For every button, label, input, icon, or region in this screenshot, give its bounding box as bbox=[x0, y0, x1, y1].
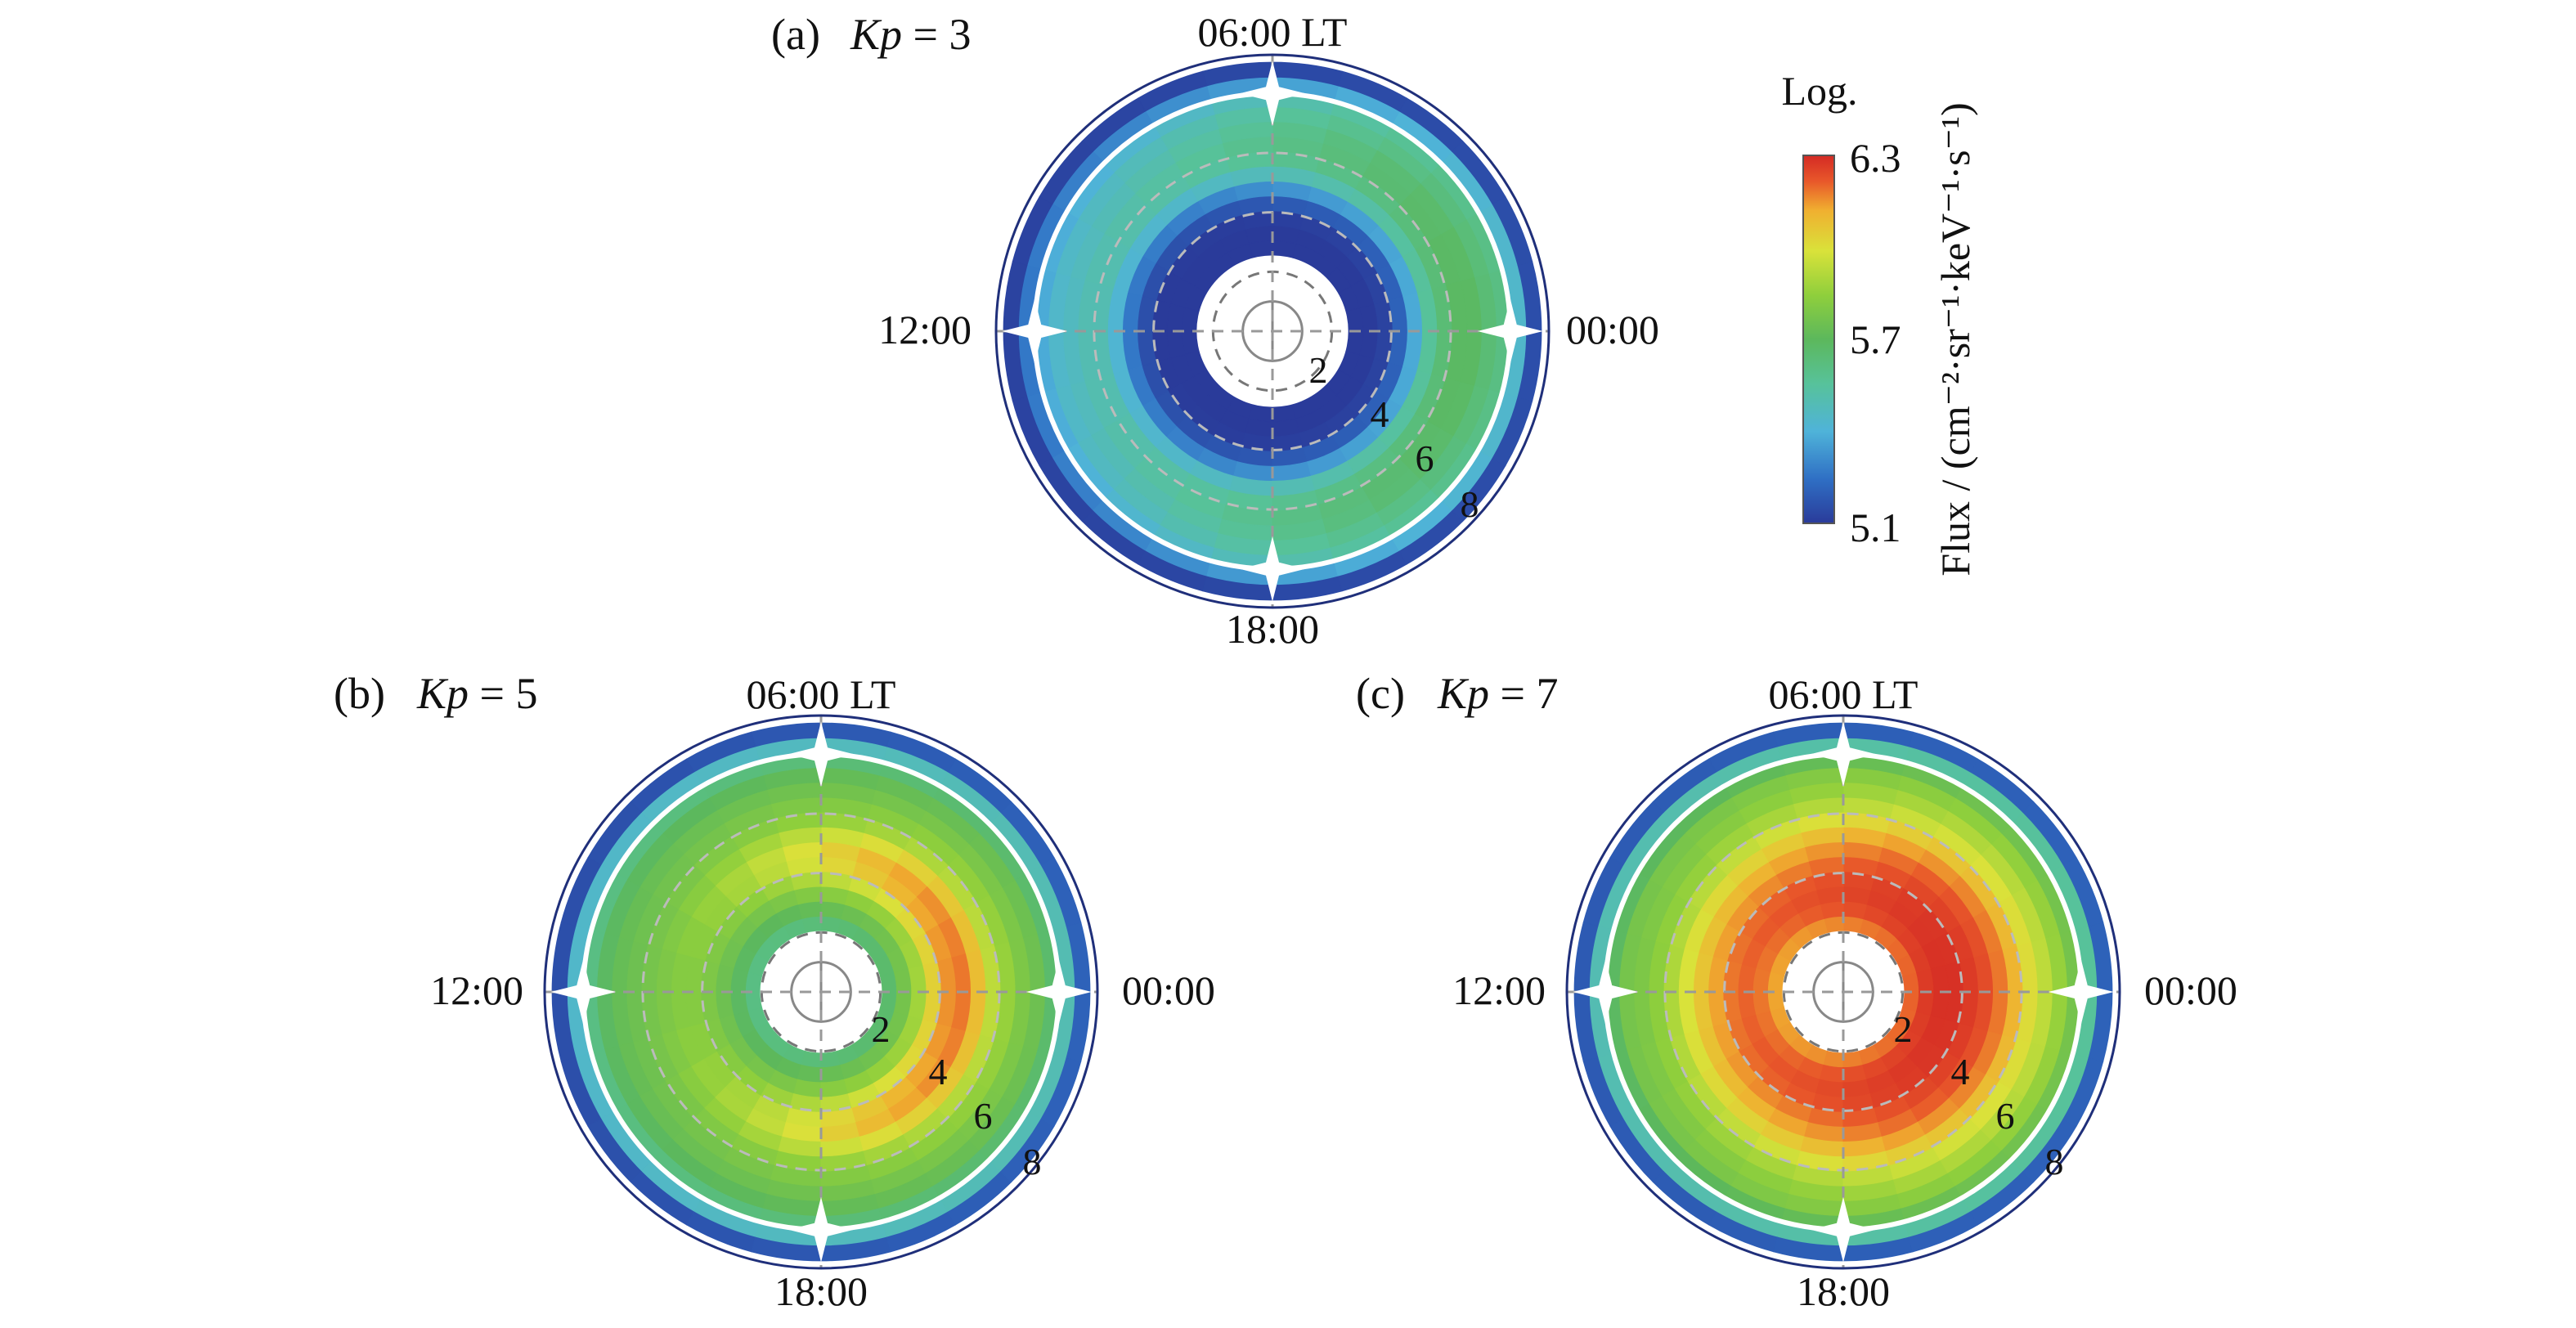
panel-b: (b) Kp = 5 06:00 LT 12:00 00:00 18:00 2 … bbox=[334, 669, 1215, 1314]
panel-a-lt-top: 06:00 LT bbox=[1198, 9, 1348, 55]
lt-star-marker bbox=[1573, 959, 1639, 1025]
panel-a-letter: (a) bbox=[771, 10, 820, 59]
panel-a-lt-bottom: 18:00 bbox=[1226, 606, 1319, 652]
lt-star-marker bbox=[1240, 536, 1305, 602]
colorbar-tick-mid: 5.7 bbox=[1850, 316, 1901, 362]
outer-edge bbox=[994, 53, 1551, 609]
panel-b-letter: (b) bbox=[334, 669, 385, 718]
panel-c-l-label-4: 4 bbox=[1951, 1051, 1970, 1092]
panel-a-l-label-8: 8 bbox=[1461, 483, 1479, 525]
panel-c-kp-value: = 7 bbox=[1489, 669, 1558, 718]
colorbar-tick-max: 6.3 bbox=[1850, 135, 1901, 181]
panel-b-lt-left: 12:00 bbox=[430, 967, 523, 1013]
panel-a-lt-right: 00:00 bbox=[1566, 307, 1659, 352]
panel-a-kp: Kp = 3 bbox=[850, 10, 972, 59]
panel-b-lt-top: 06:00 LT bbox=[747, 671, 896, 717]
panel-c-l-label-8: 8 bbox=[2045, 1141, 2064, 1182]
flux-cell bbox=[820, 915, 841, 934]
colorbar-axis-label: Flux / (cm⁻²·sr⁻¹·keV⁻¹·s⁻¹) bbox=[1932, 102, 1978, 576]
panel-b-l-label-2: 2 bbox=[872, 1008, 891, 1050]
lt-star-marker bbox=[550, 959, 617, 1025]
panel-b-kp-value: = 5 bbox=[469, 669, 537, 718]
panel-c-overlay bbox=[1565, 714, 2121, 1270]
lt-star-marker bbox=[1240, 61, 1305, 127]
panel-c-kp: Kp = 7 bbox=[1437, 669, 1559, 718]
flux-cell bbox=[801, 1050, 822, 1069]
flux-cell bbox=[744, 971, 763, 993]
panel-b-l-label-6: 6 bbox=[974, 1095, 993, 1137]
panel-a-lt-left: 12:00 bbox=[878, 307, 972, 352]
panel-c: (c) Kp = 7 06:00 LT 12:00 00:00 18:00 2 … bbox=[1356, 669, 2237, 1314]
panel-c-lt-top: 06:00 LT bbox=[1769, 671, 1919, 717]
flux-cell bbox=[1766, 971, 1785, 993]
panel-a-kp-value: = 3 bbox=[902, 10, 971, 59]
panel-c-lt-left: 12:00 bbox=[1452, 967, 1546, 1013]
lt-star-marker bbox=[788, 1196, 854, 1263]
panel-c-kp-symbol: Kp bbox=[1437, 669, 1489, 718]
colorbar-title: Log. bbox=[1781, 68, 1857, 114]
lt-star-marker bbox=[1811, 1196, 1876, 1263]
colorbar-gradient bbox=[1802, 155, 1835, 524]
panel-c-lt-right: 00:00 bbox=[2144, 967, 2237, 1013]
lt-star-marker bbox=[1477, 298, 1543, 364]
lt-star-marker bbox=[1811, 721, 1876, 787]
panel-b-l-label-4: 4 bbox=[929, 1051, 948, 1092]
lt-star-marker bbox=[2048, 959, 2114, 1025]
panel-a-kp-symbol: Kp bbox=[850, 10, 902, 59]
flux-cell bbox=[1842, 915, 1864, 934]
outer-edge bbox=[543, 714, 1099, 1270]
flux-cell bbox=[1823, 1050, 1844, 1069]
lt-star-marker bbox=[788, 721, 854, 787]
panel-b-kp-symbol: Kp bbox=[416, 669, 469, 718]
panel-c-l-label-2: 2 bbox=[1894, 1008, 1913, 1050]
outer-edge bbox=[1565, 714, 2121, 1270]
panel-b-lt-bottom: 18:00 bbox=[774, 1268, 868, 1314]
panel-c-letter: (c) bbox=[1356, 669, 1405, 718]
panel-b-lt-right: 00:00 bbox=[1122, 967, 1215, 1013]
panel-c-l-label-6: 6 bbox=[1996, 1095, 2015, 1137]
panel-a: (a) Kp = 3 06:00 LT 12:00 00:00 18:00 2 … bbox=[771, 9, 1659, 652]
panel-c-lt-bottom: 18:00 bbox=[1797, 1268, 1890, 1314]
panel-a-overlay bbox=[994, 53, 1551, 609]
panel-b-overlay bbox=[543, 714, 1099, 1270]
panel-b-kp: Kp = 5 bbox=[416, 669, 538, 718]
panel-a-l-label-6: 6 bbox=[1416, 437, 1434, 479]
colorbar-tick-min: 5.1 bbox=[1850, 505, 1901, 550]
panel-a-l-label-2: 2 bbox=[1309, 349, 1328, 391]
panel-b-l-label-8: 8 bbox=[1023, 1141, 1042, 1182]
lt-star-marker bbox=[1002, 298, 1068, 364]
lt-star-marker bbox=[1025, 959, 1092, 1025]
panel-c-rings bbox=[1573, 722, 2113, 1262]
panel-a-l-label-4: 4 bbox=[1371, 393, 1389, 435]
colorbar: Log. 6.3 5.7 5.1 Flux / (cm⁻²·sr⁻¹·keV⁻¹… bbox=[1781, 68, 1978, 577]
